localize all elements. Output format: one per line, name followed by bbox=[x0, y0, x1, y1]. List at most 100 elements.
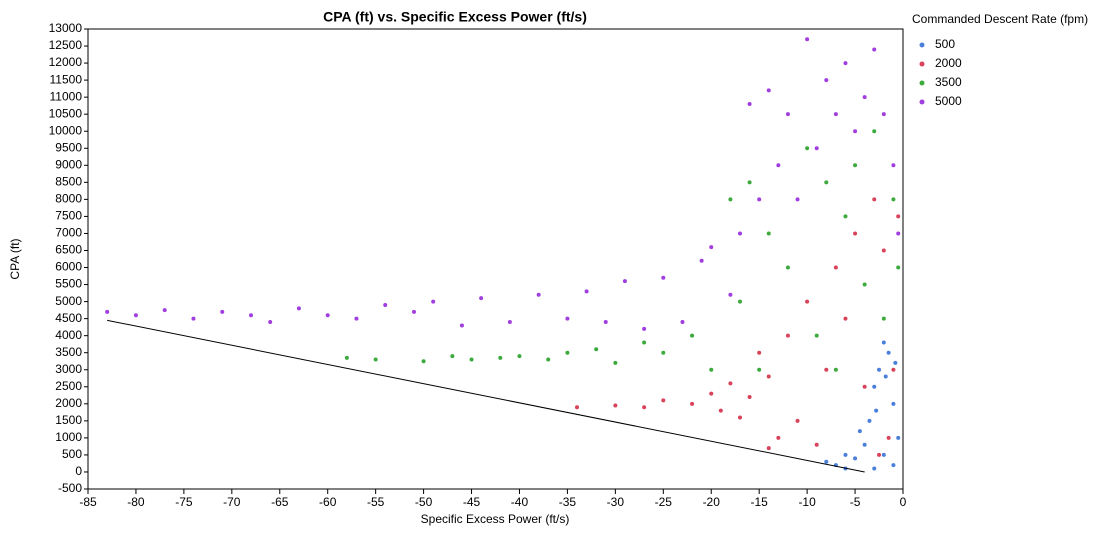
point bbox=[459, 323, 464, 328]
y-tick-label: 13000 bbox=[49, 21, 83, 35]
point bbox=[886, 350, 891, 355]
x-tick-label: -75 bbox=[175, 495, 193, 509]
point bbox=[843, 452, 848, 457]
point bbox=[728, 381, 733, 386]
y-tick-label: 3000 bbox=[55, 362, 82, 376]
point bbox=[344, 355, 349, 360]
point bbox=[785, 265, 790, 270]
point bbox=[680, 320, 685, 325]
x-tick-label: -15 bbox=[751, 495, 769, 509]
point bbox=[886, 435, 891, 440]
legend-label: 5000 bbox=[935, 94, 962, 108]
y-tick-label: 0 bbox=[75, 464, 82, 478]
point bbox=[757, 367, 762, 372]
point bbox=[833, 367, 838, 372]
point bbox=[853, 456, 858, 461]
point bbox=[191, 316, 196, 321]
x-tick-label: -55 bbox=[367, 495, 385, 509]
point bbox=[162, 308, 167, 313]
y-tick-label: 11000 bbox=[50, 89, 83, 103]
point bbox=[874, 408, 879, 413]
x-tick-label: -50 bbox=[415, 495, 433, 509]
point bbox=[517, 354, 522, 359]
point bbox=[498, 355, 503, 360]
x-tick-label: -25 bbox=[655, 495, 673, 509]
point bbox=[718, 408, 723, 413]
point bbox=[757, 197, 762, 202]
point bbox=[690, 401, 695, 406]
point bbox=[479, 296, 484, 301]
point bbox=[613, 403, 618, 408]
x-tick-label: -45 bbox=[463, 495, 481, 509]
point bbox=[891, 163, 896, 168]
y-tick-label: 6500 bbox=[55, 243, 82, 257]
point bbox=[881, 452, 886, 457]
point bbox=[728, 197, 733, 202]
point bbox=[862, 95, 867, 100]
point bbox=[661, 350, 666, 355]
point bbox=[766, 88, 771, 93]
point bbox=[661, 275, 666, 280]
point bbox=[565, 316, 570, 321]
x-tick-label: -70 bbox=[223, 495, 241, 509]
point bbox=[296, 306, 301, 311]
point bbox=[896, 231, 901, 236]
point bbox=[853, 231, 858, 236]
point bbox=[843, 61, 848, 66]
y-tick-label: 11500 bbox=[50, 72, 83, 86]
x-tick-label: -80 bbox=[127, 495, 145, 509]
point bbox=[603, 320, 608, 325]
point bbox=[105, 309, 110, 314]
y-tick-label: 5500 bbox=[55, 277, 82, 291]
point bbox=[857, 429, 862, 434]
point bbox=[896, 214, 901, 219]
y-tick-label: 2000 bbox=[55, 396, 82, 410]
point bbox=[133, 313, 138, 318]
legend-marker bbox=[919, 61, 925, 67]
point bbox=[642, 326, 647, 331]
point bbox=[896, 265, 901, 270]
point bbox=[862, 442, 867, 447]
point bbox=[709, 245, 714, 250]
chart-title: CPA (ft) vs. Specific Excess Power (ft/s… bbox=[323, 9, 587, 25]
y-tick-label: 500 bbox=[62, 447, 82, 461]
x-tick-label: -65 bbox=[271, 495, 289, 509]
x-tick-label: -10 bbox=[798, 495, 816, 509]
point bbox=[450, 354, 455, 359]
legend-marker bbox=[919, 80, 925, 86]
y-tick-label: 8500 bbox=[55, 175, 82, 189]
point bbox=[766, 374, 771, 379]
point bbox=[536, 292, 541, 297]
point bbox=[766, 446, 771, 451]
point bbox=[738, 231, 742, 236]
y-tick-label: 6000 bbox=[55, 260, 82, 274]
point bbox=[747, 101, 752, 106]
y-tick-label: 4000 bbox=[55, 328, 82, 342]
point bbox=[843, 316, 848, 321]
legend-label: 2000 bbox=[935, 56, 962, 70]
x-tick-label: -35 bbox=[559, 495, 577, 509]
point bbox=[709, 367, 714, 372]
point bbox=[824, 180, 829, 185]
point bbox=[776, 435, 781, 440]
legend-label: 3500 bbox=[935, 75, 962, 89]
point bbox=[853, 129, 858, 134]
y-tick-label: 8000 bbox=[55, 192, 82, 206]
point bbox=[867, 418, 872, 423]
point bbox=[814, 333, 819, 338]
point bbox=[833, 112, 838, 117]
point bbox=[824, 459, 829, 464]
point bbox=[469, 357, 474, 362]
y-tick-label: 2500 bbox=[55, 379, 82, 393]
point bbox=[738, 299, 742, 304]
point bbox=[642, 340, 647, 345]
point bbox=[709, 391, 714, 396]
point bbox=[421, 359, 426, 364]
point bbox=[565, 350, 570, 355]
y-tick-label: 10500 bbox=[49, 106, 83, 120]
y-tick-label: 9500 bbox=[55, 140, 82, 154]
y-axis-label: CPA (ft) bbox=[8, 238, 22, 279]
point bbox=[747, 180, 752, 185]
x-tick-label: -30 bbox=[607, 495, 625, 509]
